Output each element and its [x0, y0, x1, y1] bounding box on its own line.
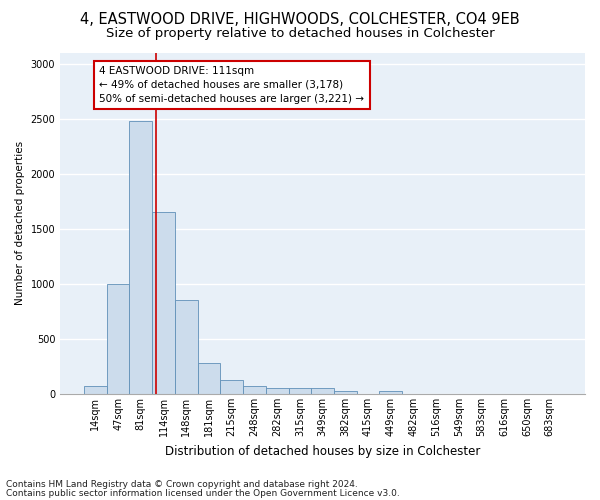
Text: Contains public sector information licensed under the Open Government Licence v3: Contains public sector information licen… [6, 488, 400, 498]
Bar [107, 284, 130, 394]
Bar [289, 388, 311, 394]
Bar [197, 363, 220, 394]
Bar [243, 386, 266, 394]
X-axis label: Distribution of detached houses by size in Colchester: Distribution of detached houses by size … [165, 444, 480, 458]
Y-axis label: Number of detached properties: Number of detached properties [15, 141, 25, 306]
Bar [334, 390, 356, 394]
Text: Size of property relative to detached houses in Colchester: Size of property relative to detached ho… [106, 28, 494, 40]
Bar [175, 300, 197, 394]
Bar [220, 380, 243, 394]
Bar [311, 388, 334, 394]
Bar [379, 390, 402, 394]
Bar [266, 388, 289, 394]
Text: 4 EASTWOOD DRIVE: 111sqm
← 49% of detached houses are smaller (3,178)
50% of sem: 4 EASTWOOD DRIVE: 111sqm ← 49% of detach… [100, 66, 364, 104]
Bar [152, 212, 175, 394]
Bar [130, 121, 152, 394]
Text: 4, EASTWOOD DRIVE, HIGHWOODS, COLCHESTER, CO4 9EB: 4, EASTWOOD DRIVE, HIGHWOODS, COLCHESTER… [80, 12, 520, 28]
Bar [84, 386, 107, 394]
Text: Contains HM Land Registry data © Crown copyright and database right 2024.: Contains HM Land Registry data © Crown c… [6, 480, 358, 489]
